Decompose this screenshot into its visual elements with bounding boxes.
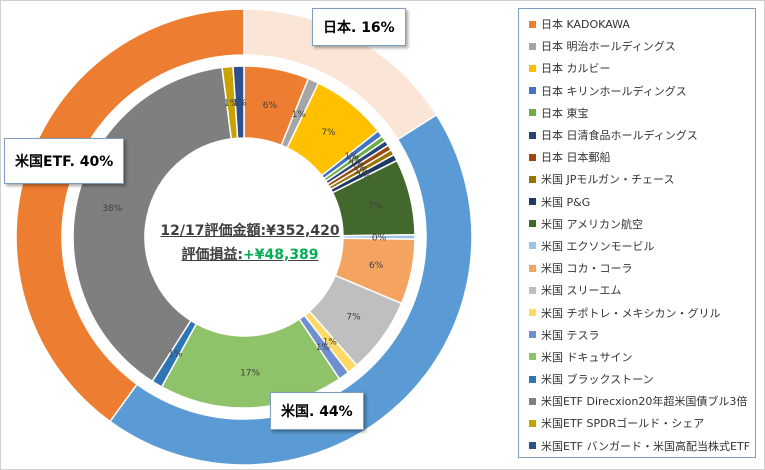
inner-slice-label: 1% xyxy=(347,156,362,166)
legend-item: 日本 KADOKAWA xyxy=(519,13,755,35)
legend-swatch xyxy=(529,87,536,95)
inner-slice xyxy=(232,65,245,140)
legend-label: 米国ETF Direcxion20年超米国債ブル3倍 xyxy=(541,395,748,409)
callout-us-etf: 米国ETF. 40% xyxy=(4,138,125,184)
legend-item: 日本 明治ホールディングス xyxy=(519,35,755,57)
legend-label: 米国 コカ・コーラ xyxy=(541,262,633,276)
profit-loss-line: 評価損益:+¥48,389 xyxy=(150,244,350,264)
legend-swatch xyxy=(529,331,536,339)
legend-item: 米国 テスラ xyxy=(519,324,755,346)
legend-label: 日本 明治ホールディングス xyxy=(541,40,676,54)
legend-swatch xyxy=(529,198,536,206)
legend-label: 日本 日清食品ホールディングス xyxy=(541,129,698,143)
legend-swatch xyxy=(529,353,536,361)
legend-item: 米国ETF SPDRゴールド・シェア xyxy=(519,412,755,434)
inner-slice-label: 38% xyxy=(102,204,122,214)
legend-label: 日本 キリンホールディングス xyxy=(541,84,687,98)
inner-slice-label: 1% xyxy=(224,99,239,109)
inner-slice-label: 1% xyxy=(233,99,248,109)
inner-ring-labels: 6%1%7%1%1%1%1%1%1%7%0%6%7%1%1%17%1%38%1%… xyxy=(102,99,386,379)
inner-slice-label: 6% xyxy=(263,101,278,111)
legend-label: 米国 ドキュサイン xyxy=(541,350,633,364)
legend-item: 米国 アメリカン航空 xyxy=(519,213,755,235)
legend-label: 米国 テスラ xyxy=(541,328,600,342)
legend-swatch xyxy=(529,397,536,405)
inner-slice-label: 1% xyxy=(356,171,371,181)
legend-label: 米国 チポトレ・メキシカン・グリル xyxy=(541,306,721,320)
inner-slice-label: 1% xyxy=(323,338,338,348)
outer-slice xyxy=(15,8,245,423)
legend-swatch xyxy=(529,220,536,228)
legend-swatch xyxy=(529,286,536,294)
legend-label: 日本 カルビー xyxy=(541,62,611,76)
legend-swatch xyxy=(529,109,536,117)
legend-swatch xyxy=(529,131,536,139)
inner-slice-label: 1% xyxy=(352,163,367,173)
legend-item: 米国 スリーエム xyxy=(519,279,755,301)
legend-swatch xyxy=(529,20,536,28)
legend-swatch xyxy=(529,419,536,427)
legend-item: 米国 P&G xyxy=(519,191,755,213)
legend-item: 米国 ブラックストーン xyxy=(519,368,755,390)
legend-item: 日本 カルビー xyxy=(519,57,755,79)
legend-item: 日本 日本郵船 xyxy=(519,146,755,168)
legend-item: 米国 コカ・コーラ xyxy=(519,257,755,279)
legend-swatch xyxy=(529,309,536,317)
legend-swatch xyxy=(529,42,536,50)
callout-japan: 日本. 16% xyxy=(312,8,406,46)
legend-label: 米国 エクソンモービル xyxy=(541,239,655,253)
inner-slice-label: 1% xyxy=(344,152,359,162)
legend-label: 米国ETF SPDRゴールド・シェア xyxy=(541,417,705,431)
legend-label: 日本 東宝 xyxy=(541,106,589,120)
legend-label: 米国 ブラックストーン xyxy=(541,373,654,387)
legend-item: 米国 チポトレ・メキシカン・グリル xyxy=(519,301,755,323)
legend-item: 米国ETF バンガード・米国高配当株式ETF xyxy=(519,435,755,457)
inner-slice-label: 17% xyxy=(240,368,260,378)
legend-label: 日本 日本郵船 xyxy=(541,151,611,165)
inner-slice-label: 7% xyxy=(368,202,383,212)
legend-label: 米国 スリーエム xyxy=(541,284,622,298)
legend-item: 米国 JPモルガン・チェース xyxy=(519,168,755,190)
legend-label: 日本 KADOKAWA xyxy=(541,18,630,32)
legend-item: 日本 東宝 xyxy=(519,102,755,124)
inner-slice-label: 0% xyxy=(372,234,387,244)
inner-slice-label: 1% xyxy=(350,159,365,169)
profit-loss-value: +¥48,389 xyxy=(243,247,319,263)
inner-slice-label: 1% xyxy=(316,343,331,353)
legend: 日本 KADOKAWA 日本 明治ホールディングス 日本 カルビー日本 キリンホール… xyxy=(518,8,756,458)
profit-loss-label: 評価損益: xyxy=(181,247,244,263)
legend-swatch xyxy=(529,242,536,250)
inner-slice-label: 7% xyxy=(346,312,361,322)
legend-swatch xyxy=(529,175,536,183)
inner-slice-label: 6% xyxy=(369,261,384,271)
inner-slice-label: 7% xyxy=(321,128,336,138)
legend-item: 米国 エクソンモービル xyxy=(519,235,755,257)
legend-swatch xyxy=(529,153,536,161)
legend-swatch xyxy=(529,64,536,72)
legend-swatch xyxy=(529,375,536,383)
legend-label: 米国 JPモルガン・チェース xyxy=(541,173,675,187)
callout-usa: 米国. 44% xyxy=(270,392,364,430)
legend-item: 日本 日清食品ホールディングス xyxy=(519,124,755,146)
valuation-amount: 12/17評価金額:¥352,420 xyxy=(160,223,340,239)
outer-slice xyxy=(108,113,473,466)
inner-slice-label: 1% xyxy=(292,110,307,120)
legend-swatch xyxy=(529,264,536,272)
legend-label: 米国 アメリカン航空 xyxy=(541,217,643,231)
legend-label: 米国ETF バンガード・米国高配当株式ETF xyxy=(541,439,751,453)
legend-swatch xyxy=(529,442,536,450)
legend-item: 米国 ドキュサイン xyxy=(519,346,755,368)
legend-label: 米国 P&G xyxy=(541,195,591,209)
inner-slice-label: 1% xyxy=(168,350,183,360)
legend-item: 米国ETF Direcxion20年超米国債ブル3倍 xyxy=(519,390,755,412)
legend-item: 日本 キリンホールディングス xyxy=(519,80,755,102)
inner-slice-label: 1% xyxy=(354,167,369,177)
